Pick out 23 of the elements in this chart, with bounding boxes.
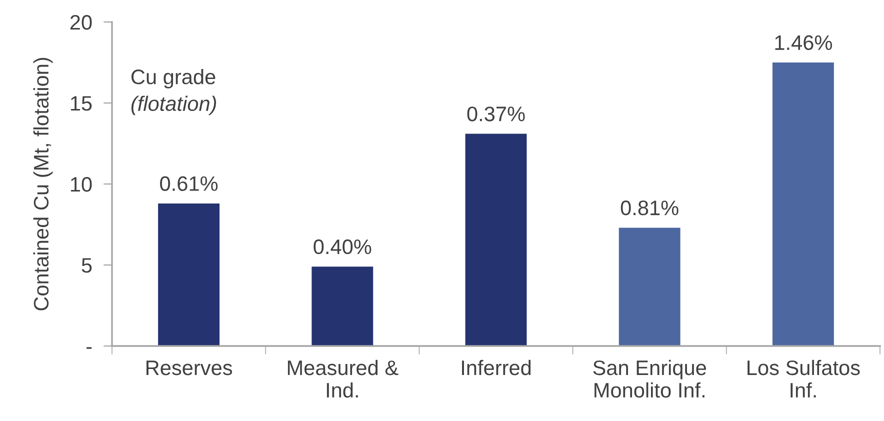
annotation: 0.40% bbox=[314, 239, 372, 254]
y-tick-label: 20 bbox=[70, 15, 92, 30]
annotation: 0.37% bbox=[467, 106, 525, 122]
y-tick-label: 15 bbox=[70, 96, 92, 111]
bar bbox=[158, 203, 220, 346]
x-tick-label: Reserves bbox=[146, 360, 232, 376]
bar bbox=[618, 228, 680, 346]
bar bbox=[772, 62, 834, 346]
y-tick-label: 10 bbox=[70, 177, 92, 192]
annotation: (flotation) bbox=[131, 96, 216, 116]
y-axis-title: Contained Cu (Mt, flotation) bbox=[33, 58, 53, 310]
annotation: Cu grade bbox=[131, 69, 216, 88]
bar bbox=[465, 134, 527, 346]
x-tick-label: San Enrique Monolito Inf. bbox=[593, 360, 706, 398]
annotation: 1.46% bbox=[775, 35, 832, 50]
bar bbox=[312, 266, 374, 346]
x-tick-label: Inferred bbox=[462, 360, 531, 376]
annotation: 0.61% bbox=[160, 176, 218, 191]
annotation: 0.81% bbox=[620, 200, 678, 216]
y-tick-label: 5 bbox=[82, 258, 92, 273]
x-tick-label: Measured & Ind. bbox=[288, 360, 398, 398]
x-tick-label: Los Sulfatos Inf. bbox=[748, 360, 860, 398]
y-tick-label: - bbox=[86, 347, 92, 349]
